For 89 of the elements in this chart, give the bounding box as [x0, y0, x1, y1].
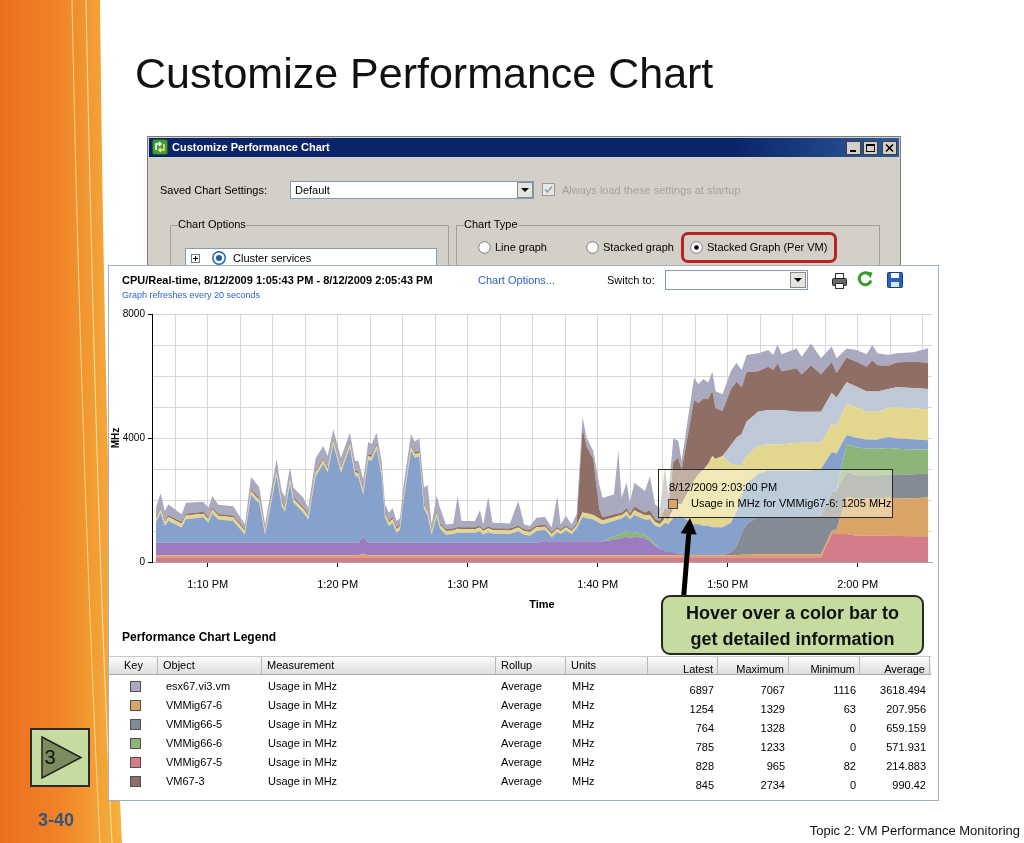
- text: Switch to:: [607, 274, 655, 287]
- text: 1328: [760, 722, 785, 734]
- text: Saved Chart Settings:: [160, 184, 268, 197]
- text: 2734: [760, 779, 785, 791]
- text: 990.42: [892, 779, 926, 791]
- text: Average: [501, 737, 542, 750]
- text: Minimum: [810, 663, 855, 675]
- text: 0: [849, 779, 856, 791]
- text: Line graph: [495, 241, 547, 254]
- text: Usage in MHz: [268, 775, 338, 788]
- text: 6897: [689, 684, 714, 696]
- text: Chart Options...: [478, 274, 556, 287]
- text: 3: [43, 745, 57, 769]
- text: MHz: [572, 756, 595, 769]
- x-tick-label: 1:40 PM: [577, 577, 619, 590]
- text: Average: [501, 756, 542, 769]
- x-tick-label: 1:30 PM: [447, 577, 489, 590]
- text: Measurement: [267, 659, 335, 672]
- x-tick-label: 1:20 PM: [317, 577, 359, 590]
- y-tick-label: 8000: [122, 307, 146, 319]
- text: Usage in MHz: [268, 737, 338, 750]
- text: Average: [884, 663, 925, 675]
- text: Chart Type: [464, 218, 518, 231]
- text: Usage in MHz: [268, 756, 338, 769]
- text: Maximum: [736, 663, 784, 675]
- legend-label: VM67-3: [166, 775, 205, 788]
- text: Average: [501, 775, 542, 788]
- text: 785: [695, 741, 714, 753]
- text: Units: [571, 659, 597, 672]
- legend-label: VMMig67-6: [166, 699, 223, 712]
- text: 207.956: [886, 703, 926, 715]
- x-tick-label: 2:00 PM: [837, 577, 879, 590]
- text: MHz: [572, 699, 595, 712]
- text: Customize Performance Chart: [135, 48, 714, 99]
- x-axis-title: Time: [529, 598, 555, 611]
- text: MHz: [572, 718, 595, 731]
- text: Chart Options: [178, 218, 246, 231]
- text: 3-40: [38, 809, 75, 831]
- text: Hover over a color bar to get detailed information: [661, 595, 924, 655]
- text: 7067: [760, 684, 785, 696]
- y-axis-title: MHz: [109, 427, 121, 449]
- text: 659.159: [886, 722, 926, 734]
- text: 845: [695, 779, 714, 791]
- text: 1254: [689, 703, 714, 715]
- text: Usage in MHz: [268, 718, 338, 731]
- text: Key: [124, 659, 143, 672]
- legend-label: esx67.vi3.vm: [166, 680, 231, 693]
- text: Latest: [683, 663, 713, 675]
- text: MHz: [572, 737, 595, 750]
- text: Usage in MHz: [268, 680, 338, 693]
- y-tick-label: 0: [139, 555, 146, 567]
- text: 571.931: [886, 741, 926, 753]
- text: 1233: [760, 741, 785, 753]
- text: MHz: [572, 680, 595, 693]
- text: Average: [501, 680, 542, 693]
- text: 0: [849, 722, 856, 734]
- text: 965: [766, 760, 785, 772]
- legend-label: VMMig67-5: [166, 756, 223, 769]
- text: 63: [843, 703, 856, 715]
- dropdown-field: Default: [290, 181, 534, 199]
- legend-label: VMMig66-5: [166, 718, 223, 731]
- text: Customize Performance Chart: [172, 141, 330, 154]
- chart-subtitle: Graph refreshes every 20 seconds: [122, 290, 261, 301]
- text: 828: [695, 760, 714, 772]
- text: MHz: [572, 775, 595, 788]
- text: Topic 2: VM Performance Monitoring: [809, 823, 1020, 838]
- text: 3618.494: [880, 684, 926, 696]
- text: Performance Chart Legend: [122, 630, 277, 644]
- x-tick-label: 1:10 PM: [187, 577, 229, 590]
- text: Stacked Graph (Per VM): [707, 241, 828, 254]
- legend-label: VMMig66-6: [166, 737, 223, 750]
- text: Stacked graph: [603, 241, 674, 254]
- text: Cluster services: [233, 252, 312, 265]
- text: 0: [849, 741, 856, 753]
- text: Rollup: [501, 659, 533, 672]
- text: 1116: [833, 684, 856, 696]
- annotation: Usage in MHz for VMMig67-6: 1205 MHz: [691, 497, 892, 510]
- text: Average: [501, 718, 542, 731]
- text: 764: [695, 722, 714, 734]
- text: 1329: [760, 703, 785, 715]
- text: Object: [163, 659, 195, 672]
- x-tick-label: 1:50 PM: [707, 577, 749, 590]
- y-tick-label: 4000: [122, 431, 146, 443]
- text: Usage in MHz: [268, 699, 338, 712]
- chart-title: CPU/Real-time, 8/12/2009 1:05:43 PM - 8/12/2009 2:05:43 PM: [122, 274, 433, 287]
- text: 214.883: [886, 760, 926, 772]
- text: Average: [501, 699, 542, 712]
- annotation: 8/12/2009 2:03:00 PM: [669, 481, 778, 494]
- text: 82: [843, 760, 856, 772]
